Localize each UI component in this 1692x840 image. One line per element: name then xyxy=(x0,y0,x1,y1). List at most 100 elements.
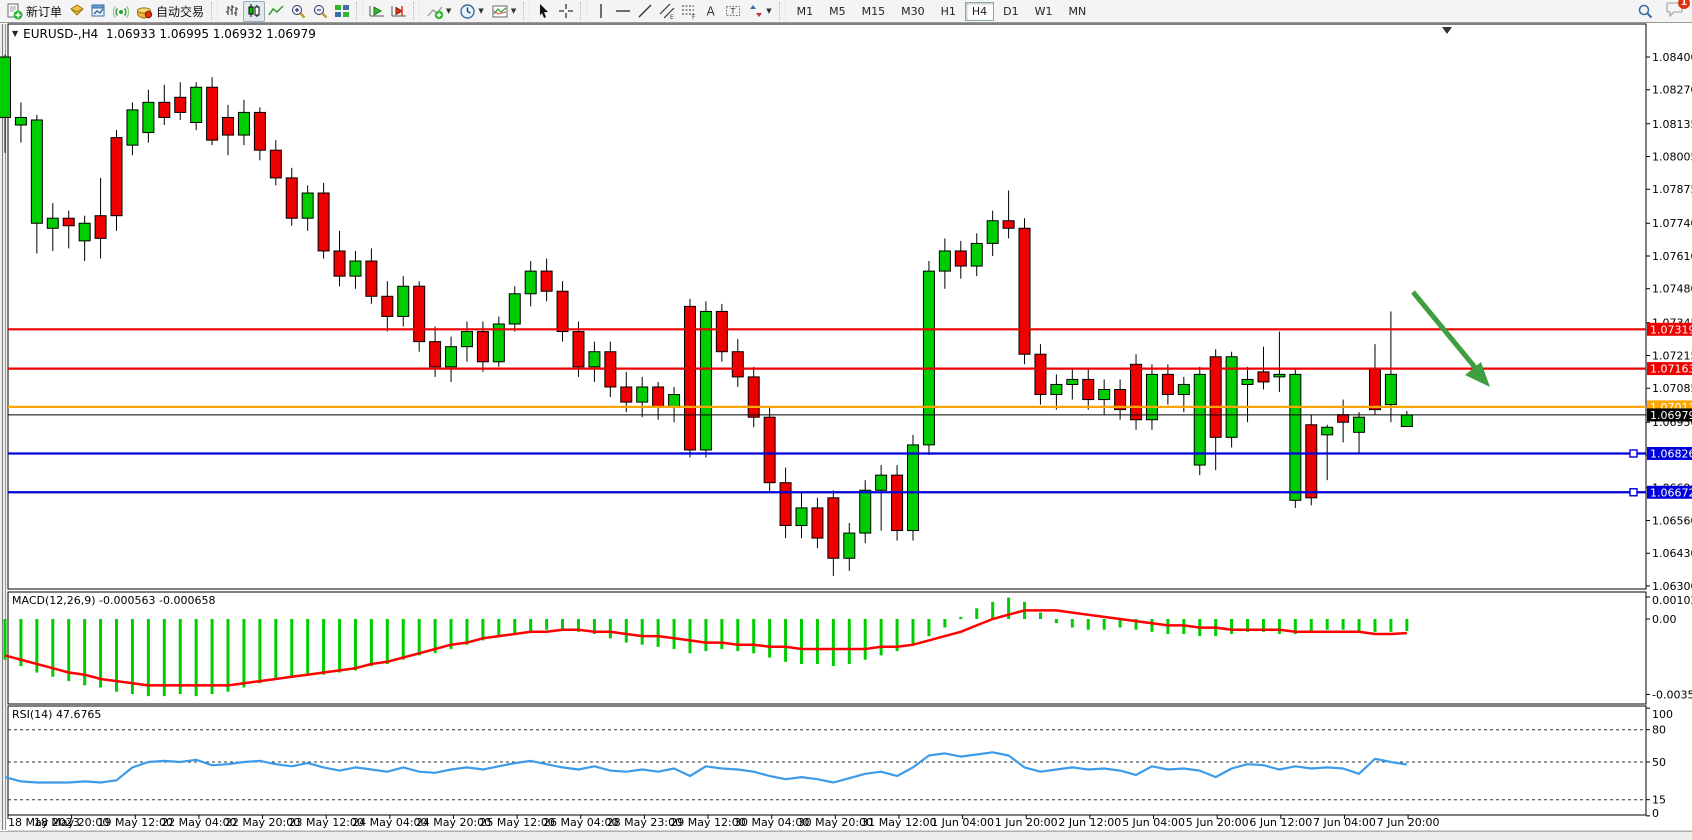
cursor-button[interactable] xyxy=(533,1,555,22)
svg-text:A: A xyxy=(707,5,716,19)
zoom-in-button[interactable] xyxy=(287,1,309,22)
toolbar-grip xyxy=(580,2,588,20)
timeframe-H1[interactable]: H1 xyxy=(940,4,956,18)
notification-badge: 1 xyxy=(1678,0,1690,9)
timeframe-M15[interactable]: M15 xyxy=(861,4,886,18)
timeframe-W1[interactable]: W1 xyxy=(1034,4,1053,18)
candlestick-chart-button[interactable] xyxy=(243,0,266,22)
time-label: 5 Jun 04:00 xyxy=(1122,816,1185,829)
templates-button[interactable]: ▼ xyxy=(488,1,520,22)
indicators-button[interactable]: ▼ xyxy=(423,1,455,22)
rsi-line xyxy=(4,751,1407,784)
arrows-tool-button[interactable]: ▼ xyxy=(744,1,775,22)
svg-text:E: E xyxy=(670,14,674,20)
timeframe-MN[interactable]: MN xyxy=(1068,4,1087,18)
crosshair-button[interactable] xyxy=(555,1,577,22)
candlestick-series[interactable] xyxy=(0,54,1413,576)
line-chart-button[interactable] xyxy=(265,1,287,22)
time-label: 7 Jun 20:00 xyxy=(1377,816,1440,829)
svg-text:1.08400: 1.08400 xyxy=(1652,51,1692,64)
svg-text:1.07480: 1.07480 xyxy=(1652,283,1692,296)
zoom-out-icon xyxy=(313,4,327,18)
tile-windows-button[interactable] xyxy=(331,1,353,22)
trend-arrow-annotation[interactable] xyxy=(1411,290,1490,387)
rsi-axis: 100 80 50 150 xyxy=(1646,707,1673,820)
symbol-dropdown-icon[interactable]: ▼ xyxy=(12,29,19,38)
svg-text:50: 50 xyxy=(1652,756,1666,769)
svg-text:1.07610: 1.07610 xyxy=(1652,250,1692,263)
fibonacci-icon: F xyxy=(681,5,696,20)
bar-chart-button[interactable] xyxy=(221,1,243,22)
autotrade-button[interactable]: 自动交易 xyxy=(132,1,208,22)
time-label: 29 May 12:00 xyxy=(670,816,745,829)
search-button[interactable] xyxy=(1634,1,1656,22)
timeframe-H4[interactable]: H4 xyxy=(964,1,995,21)
time-label: 28 May 23:00 xyxy=(607,816,682,829)
text-label-tool-button[interactable]: T xyxy=(722,1,744,22)
svg-text:1.07875: 1.07875 xyxy=(1652,183,1692,196)
toolbar-grip xyxy=(211,2,219,20)
crosshair-icon xyxy=(559,4,574,18)
macd-signal-line xyxy=(4,609,1407,687)
chart-shift-button[interactable] xyxy=(388,1,410,22)
signals-button[interactable] xyxy=(110,1,132,22)
fibonacci-tool-button[interactable]: F xyxy=(678,1,700,22)
support-line-1-handle[interactable] xyxy=(1629,449,1638,458)
svg-text:100: 100 xyxy=(1652,708,1673,721)
timeframe-M5[interactable]: M5 xyxy=(829,4,846,18)
toolbar-grip xyxy=(523,2,531,20)
chevron-down-icon: ▼ xyxy=(478,7,484,15)
text-tool-button[interactable]: A xyxy=(700,1,722,22)
svg-text:80: 80 xyxy=(1652,724,1666,737)
chart-window-button[interactable] xyxy=(88,1,110,22)
svg-text:1.06430: 1.06430 xyxy=(1652,547,1692,560)
svg-text:1.06300: 1.06300 xyxy=(1652,580,1692,593)
time-label: 1 Jun 04:00 xyxy=(931,816,994,829)
timeframe-M1[interactable]: M1 xyxy=(796,4,814,18)
trendline-tool-button[interactable] xyxy=(634,1,656,22)
svg-text:0.00: 0.00 xyxy=(1652,613,1677,626)
new-order-button[interactable]: 新订单 xyxy=(2,1,66,22)
templates-icon xyxy=(492,5,508,17)
new-order-label: 新订单 xyxy=(26,4,63,19)
svg-text:F: F xyxy=(692,14,696,20)
time-label: 2 Jun 12:00 xyxy=(1058,816,1121,829)
time-label: 19 May 12:00 xyxy=(98,816,173,829)
svg-text:1.06560: 1.06560 xyxy=(1652,514,1692,527)
zoom-out-button[interactable] xyxy=(309,1,331,22)
svg-text:T: T xyxy=(730,7,736,16)
auto-scroll-button[interactable] xyxy=(366,1,388,22)
bar-chart-icon xyxy=(226,5,239,16)
last-bar-marker-icon xyxy=(1442,27,1452,34)
horizontal-line-tool-button[interactable] xyxy=(612,1,634,22)
time-label: 5 Jun 20:00 xyxy=(1186,816,1249,829)
toolbar-grip xyxy=(778,2,786,20)
timeframe-D1[interactable]: D1 xyxy=(1003,4,1019,18)
level-lines[interactable] xyxy=(8,328,1646,497)
market-watch-button[interactable] xyxy=(66,1,88,22)
periods-button[interactable]: ▼ xyxy=(455,1,487,22)
chevron-down-icon: ▼ xyxy=(766,7,772,15)
autotrade-label: 自动交易 xyxy=(156,4,205,19)
indicators-icon xyxy=(427,6,444,19)
line-chart-icon xyxy=(268,5,284,16)
window-splitter[interactable] xyxy=(0,24,7,830)
price-tags: 1.073191.071631.070111.069791.068261.066… xyxy=(1647,322,1692,499)
support-line-2-handle[interactable] xyxy=(1629,488,1638,497)
time-label: 31 May 12:00 xyxy=(861,816,936,829)
signals-icon xyxy=(113,6,130,18)
timeframe-M30[interactable]: M30 xyxy=(901,4,925,18)
toolbar-grip xyxy=(413,2,421,20)
resistance-line-1-tag: 1.07319 xyxy=(1650,323,1692,336)
svg-text:0: 0 xyxy=(1652,807,1659,820)
svg-text:0.001027: 0.001027 xyxy=(1652,594,1692,607)
svg-text:1.07215: 1.07215 xyxy=(1652,349,1692,362)
periods-clock-icon xyxy=(460,3,476,19)
main-chart-panel[interactable] xyxy=(7,23,1647,590)
status-strip xyxy=(0,831,1692,840)
horizontal-line-icon xyxy=(616,10,631,12)
chat-button[interactable]: 1 xyxy=(1666,0,1690,21)
equidistant-channel-tool-button[interactable]: E xyxy=(656,1,678,22)
vertical-line-tool-button[interactable] xyxy=(590,1,612,22)
